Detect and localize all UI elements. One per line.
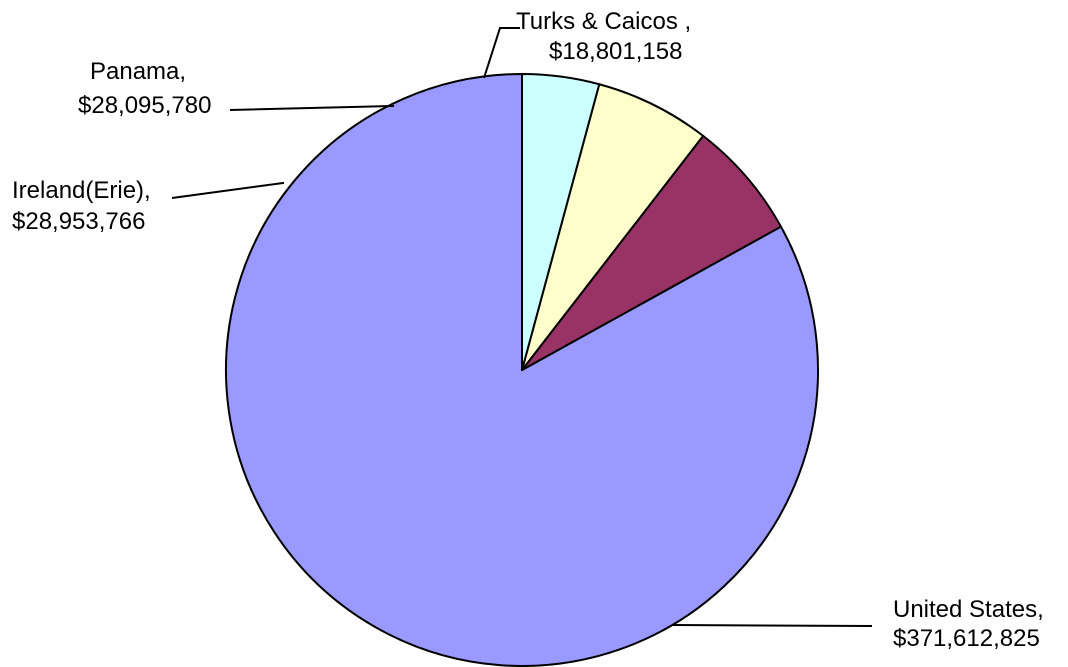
slice-label-name-turks-caicos: Turks & Caicos , (516, 8, 691, 35)
pie-slice-panama (521, 83, 705, 371)
slice-label-value-united-states: $371,612,825 (893, 625, 1040, 652)
slice-label-name-panama: Panama, (90, 58, 186, 85)
leader-lines (171, 27, 873, 627)
pie-slice-turks-caicos (521, 73, 601, 371)
slice-label-value-ireland-erie: $28,953,766 (12, 208, 145, 235)
leader-line-turks-caicos (483, 27, 520, 79)
slice-label-name-united-states: United States, (893, 596, 1044, 623)
leader-line-ireland-erie (171, 182, 284, 199)
slice-label-value-panama: $28,095,780 (78, 92, 211, 119)
leader-line-united-states (672, 624, 873, 627)
slice-label-value-turks-caicos: $18,801,158 (549, 38, 682, 65)
slice-labels: United States,$371,612,825 Ireland(Erie),… (12, 8, 1044, 652)
pie-slices (225, 73, 819, 667)
slice-label-name-ireland-erie: Ireland(Erie), (12, 177, 151, 204)
leader-line-panama (229, 105, 394, 111)
pie-slice-ireland-erie (521, 134, 782, 371)
